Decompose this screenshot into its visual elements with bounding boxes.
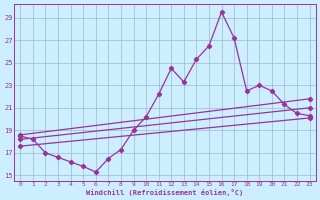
X-axis label: Windchill (Refroidissement éolien,°C): Windchill (Refroidissement éolien,°C) xyxy=(86,189,244,196)
